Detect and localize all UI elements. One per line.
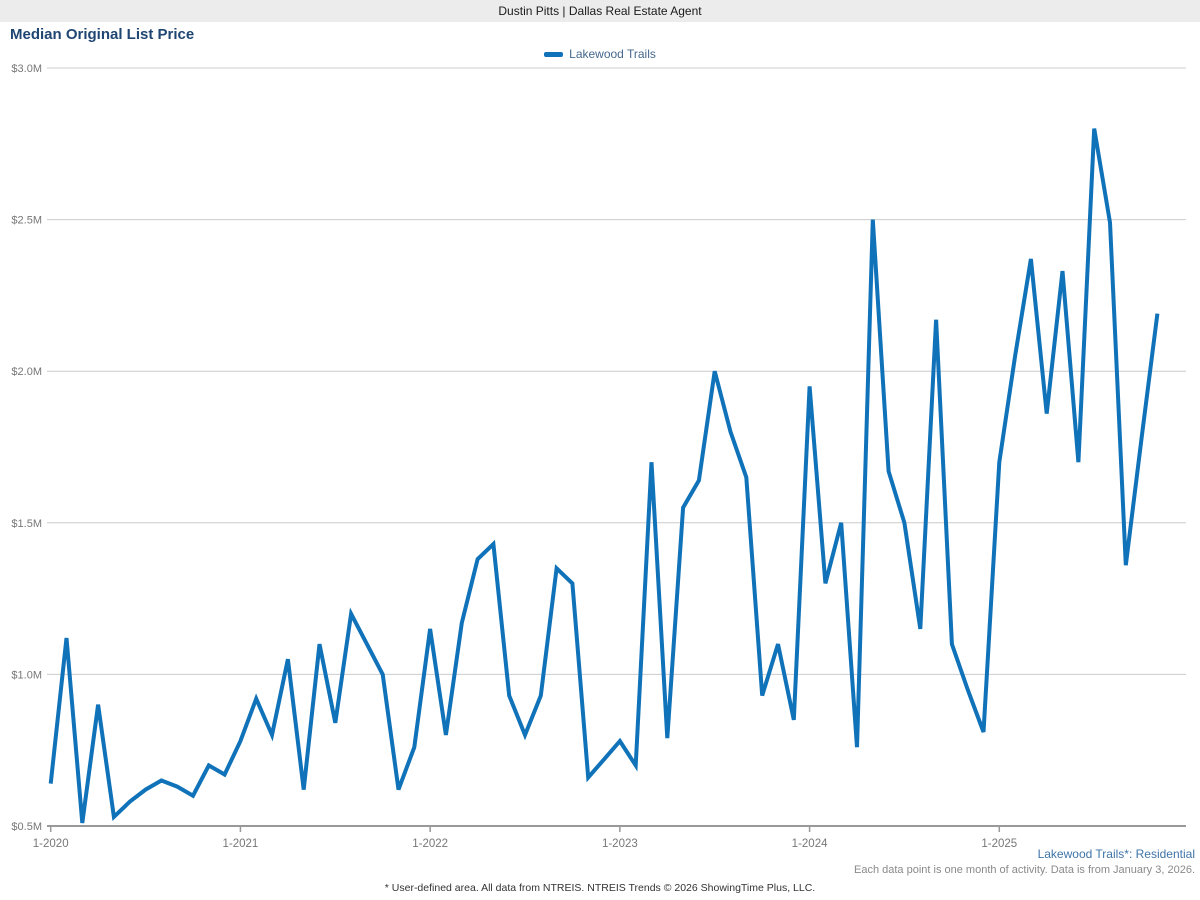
copyright-disclaimer: * User-defined area. All data from NTREI… <box>384 882 816 894</box>
site-header: Dustin Pitts | Dallas Real Estate Agent <box>0 0 1200 22</box>
page-title: Median Original List Price <box>10 26 195 43</box>
y-axis-label: $2.0M <box>11 366 42 378</box>
data-freshness-note: Each data point is one month of activity… <box>854 864 1195 876</box>
y-axis-label: $1.0M <box>11 669 42 681</box>
y-axis-label: $2.5M <box>11 215 42 227</box>
series-line-lakewood-trails <box>48 128 1160 824</box>
y-axis-label: $0.5M <box>11 821 42 833</box>
legend-series-label[interactable]: Lakewood Trails <box>569 47 656 61</box>
legend-line-swatch <box>544 51 564 57</box>
y-axis-label: $1.5M <box>11 518 42 530</box>
x-axis-label: 1-2022 <box>412 838 448 850</box>
x-axis-label: 1-2021 <box>223 838 259 850</box>
x-axis-label: 1-2024 <box>792 838 828 850</box>
series-definition-link[interactable]: Lakewood Trails*: Residential <box>1037 847 1195 861</box>
x-axis-label: 1-2020 <box>33 838 69 850</box>
y-axis-label: $3.0M <box>11 63 42 75</box>
x-axis-label: 1-2023 <box>602 838 638 850</box>
x-axis-label: 1-2025 <box>981 838 1017 850</box>
site-header-title: Dustin Pitts | Dallas Real Estate Agent <box>498 4 702 18</box>
chart-legend: Lakewood Trails <box>0 47 1200 61</box>
